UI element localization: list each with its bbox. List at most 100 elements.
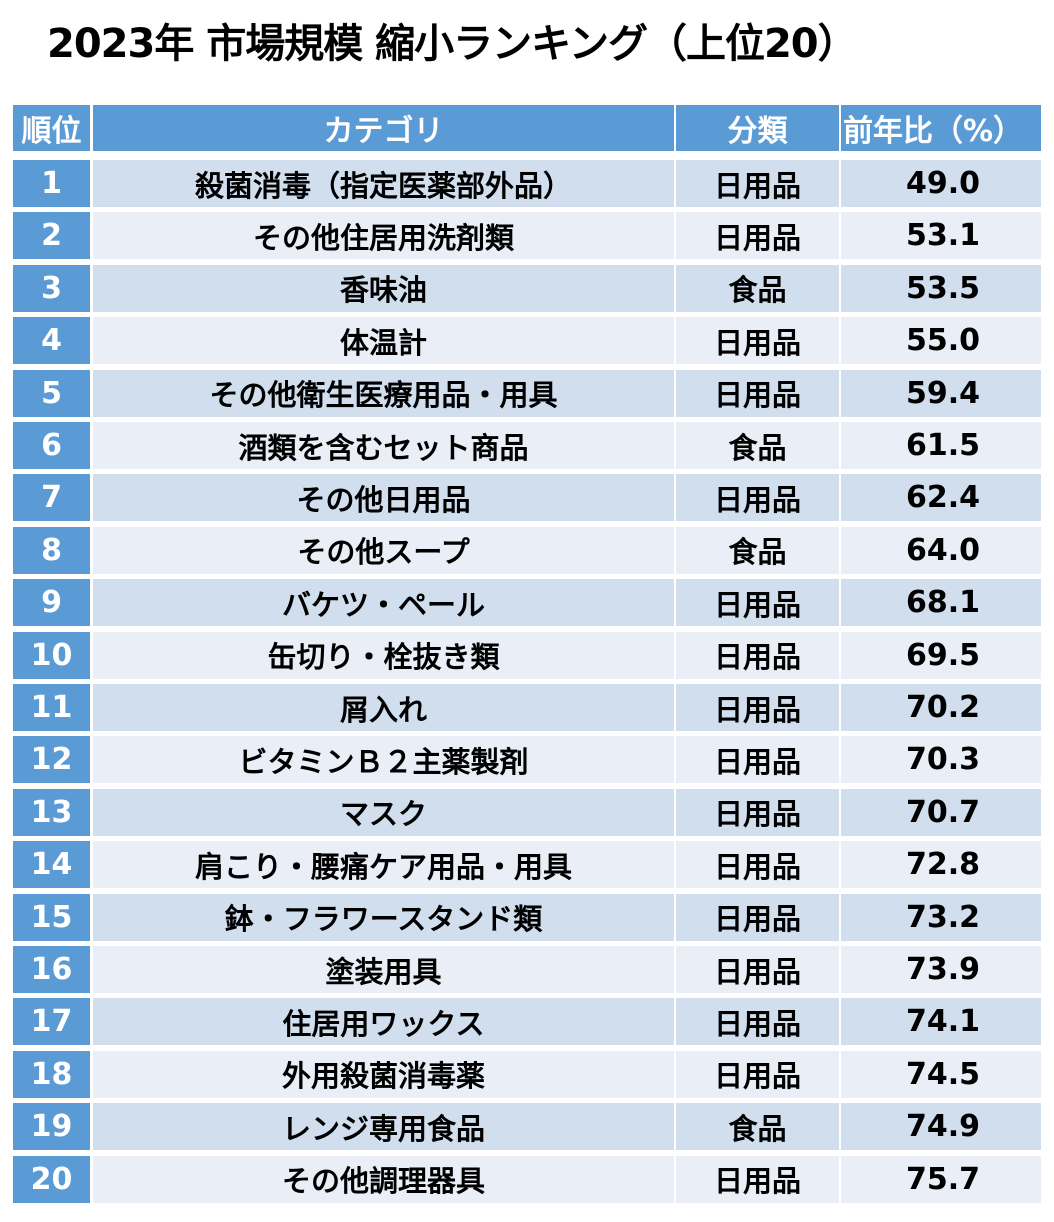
category-cell: 住居用ワックス xyxy=(93,998,674,1046)
page-title: 2023年 市場規模 縮小ランキング（上位20） xyxy=(47,21,858,67)
yoy-cell: 62.4 xyxy=(841,474,1041,522)
rank-cell: 7 xyxy=(13,474,90,522)
classification-cell: 食品 xyxy=(676,1103,839,1151)
table-row: 17 住居用ワックス 日用品 74.1 xyxy=(13,998,1041,1046)
table-row: 8 その他スープ 食品 64.0 xyxy=(13,526,1041,574)
category-cell: 香味油 xyxy=(93,264,674,312)
classification-cell: 日用品 xyxy=(676,841,839,889)
rank-cell: 10 xyxy=(13,631,90,679)
header-rank: 順位 xyxy=(13,105,90,151)
yoy-cell: 74.5 xyxy=(841,1050,1041,1098)
rank-cell: 8 xyxy=(13,526,90,574)
category-cell: 鉢・フラワースタンド類 xyxy=(93,893,674,941)
yoy-cell: 61.5 xyxy=(841,422,1041,469)
table-row: 7 その他日用品 日用品 62.4 xyxy=(13,474,1041,522)
table-row: 9 バケツ・ペール 日用品 68.1 xyxy=(13,579,1041,627)
classification-cell: 日用品 xyxy=(676,631,839,679)
category-cell: 肩こり・腰痛ケア用品・用具 xyxy=(93,841,674,889)
classification-cell: 日用品 xyxy=(676,788,839,836)
classification-cell: 日用品 xyxy=(676,1050,839,1098)
yoy-cell: 64.0 xyxy=(841,526,1041,574)
yoy-cell: 70.2 xyxy=(841,684,1041,731)
yoy-cell: 68.1 xyxy=(841,579,1041,627)
classification-cell: 日用品 xyxy=(676,946,839,993)
yoy-cell: 55.0 xyxy=(841,317,1041,365)
table-row: 1 殺菌消毒（指定医薬部外品） 日用品 49.0 xyxy=(13,160,1041,207)
table-row: 14 肩こり・腰痛ケア用品・用具 日用品 72.8 xyxy=(13,841,1041,889)
classification-cell: 食品 xyxy=(676,526,839,574)
category-cell: その他日用品 xyxy=(93,474,674,522)
rank-cell: 11 xyxy=(13,684,90,731)
yoy-cell: 53.5 xyxy=(841,264,1041,312)
table-row: 16 塗装用具 日用品 73.9 xyxy=(13,946,1041,993)
yoy-cell: 59.4 xyxy=(841,369,1041,417)
category-cell: 屑入れ xyxy=(93,684,674,731)
yoy-cell: 70.3 xyxy=(841,736,1041,784)
category-cell: 塗装用具 xyxy=(93,946,674,993)
yoy-cell: 75.7 xyxy=(841,1155,1041,1203)
table-row: 3 香味油 食品 53.5 xyxy=(13,264,1041,312)
classification-cell: 日用品 xyxy=(676,317,839,365)
classification-cell: 日用品 xyxy=(676,160,839,207)
classification-cell: 日用品 xyxy=(676,579,839,627)
classification-cell: 日用品 xyxy=(676,369,839,417)
rank-cell: 19 xyxy=(13,1103,90,1151)
category-cell: 缶切り・栓抜き類 xyxy=(93,631,674,679)
table-row: 12 ビタミンＢ２主薬製剤 日用品 70.3 xyxy=(13,736,1041,784)
header-category: カテゴリ xyxy=(93,105,674,151)
table-row: 19 レンジ専用食品 食品 74.9 xyxy=(13,1103,1041,1151)
category-cell: バケツ・ペール xyxy=(93,579,674,627)
category-cell: 酒類を含むセット商品 xyxy=(93,422,674,469)
table-row: 20 その他調理器具 日用品 75.7 xyxy=(13,1155,1041,1203)
rank-cell: 15 xyxy=(13,893,90,941)
rank-cell: 9 xyxy=(13,579,90,627)
yoy-cell: 73.2 xyxy=(841,893,1041,941)
category-cell: その他調理器具 xyxy=(93,1155,674,1203)
category-cell: ビタミンＢ２主薬製剤 xyxy=(93,736,674,784)
table-row: 6 酒類を含むセット商品 食品 61.5 xyxy=(13,422,1041,469)
yoy-cell: 69.5 xyxy=(841,631,1041,679)
table-row: 18 外用殺菌消毒薬 日用品 74.5 xyxy=(13,1050,1041,1098)
rank-cell: 1 xyxy=(13,160,90,207)
table-row: 15 鉢・フラワースタンド類 日用品 73.2 xyxy=(13,893,1041,941)
rank-cell: 3 xyxy=(13,264,90,312)
yoy-cell: 74.1 xyxy=(841,998,1041,1046)
rank-cell: 6 xyxy=(13,422,90,469)
classification-cell: 日用品 xyxy=(676,1155,839,1203)
yoy-cell: 74.9 xyxy=(841,1103,1041,1151)
yoy-cell: 73.9 xyxy=(841,946,1041,993)
rank-cell: 4 xyxy=(13,317,90,365)
table-header: 順位 カテゴリ 分類 前年比（%） xyxy=(13,105,1041,151)
yoy-cell: 70.7 xyxy=(841,788,1041,836)
category-cell: マスク xyxy=(93,788,674,836)
classification-cell: 日用品 xyxy=(676,212,839,260)
header-classification: 分類 xyxy=(676,105,839,151)
category-cell: レンジ専用食品 xyxy=(93,1103,674,1151)
table-row: 2 その他住居用洗剤類 日用品 53.1 xyxy=(13,212,1041,260)
classification-cell: 食品 xyxy=(676,264,839,312)
table-row: 11 屑入れ 日用品 70.2 xyxy=(13,684,1041,731)
rank-cell: 12 xyxy=(13,736,90,784)
table-row: 13 マスク 日用品 70.7 xyxy=(13,788,1041,836)
table-row: 5 その他衛生医療用品・用具 日用品 59.4 xyxy=(13,369,1041,417)
rank-cell: 16 xyxy=(13,946,90,993)
table-row: 10 缶切り・栓抜き類 日用品 69.5 xyxy=(13,631,1041,679)
classification-cell: 日用品 xyxy=(676,684,839,731)
rank-cell: 18 xyxy=(13,1050,90,1098)
category-cell: その他衛生医療用品・用具 xyxy=(93,369,674,417)
header-yoy: 前年比（%） xyxy=(841,105,1041,151)
classification-cell: 日用品 xyxy=(676,998,839,1046)
rank-cell: 14 xyxy=(13,841,90,889)
rank-cell: 20 xyxy=(13,1155,90,1203)
category-cell: その他住居用洗剤類 xyxy=(93,212,674,260)
rank-cell: 17 xyxy=(13,998,90,1046)
classification-cell: 日用品 xyxy=(676,474,839,522)
rank-cell: 13 xyxy=(13,788,90,836)
category-cell: 殺菌消毒（指定医薬部外品） xyxy=(93,160,674,207)
category-cell: 体温計 xyxy=(93,317,674,365)
table-row: 4 体温計 日用品 55.0 xyxy=(13,317,1041,365)
classification-cell: 日用品 xyxy=(676,893,839,941)
rank-cell: 5 xyxy=(13,369,90,417)
category-cell: その他スープ xyxy=(93,526,674,574)
rank-cell: 2 xyxy=(13,212,90,260)
